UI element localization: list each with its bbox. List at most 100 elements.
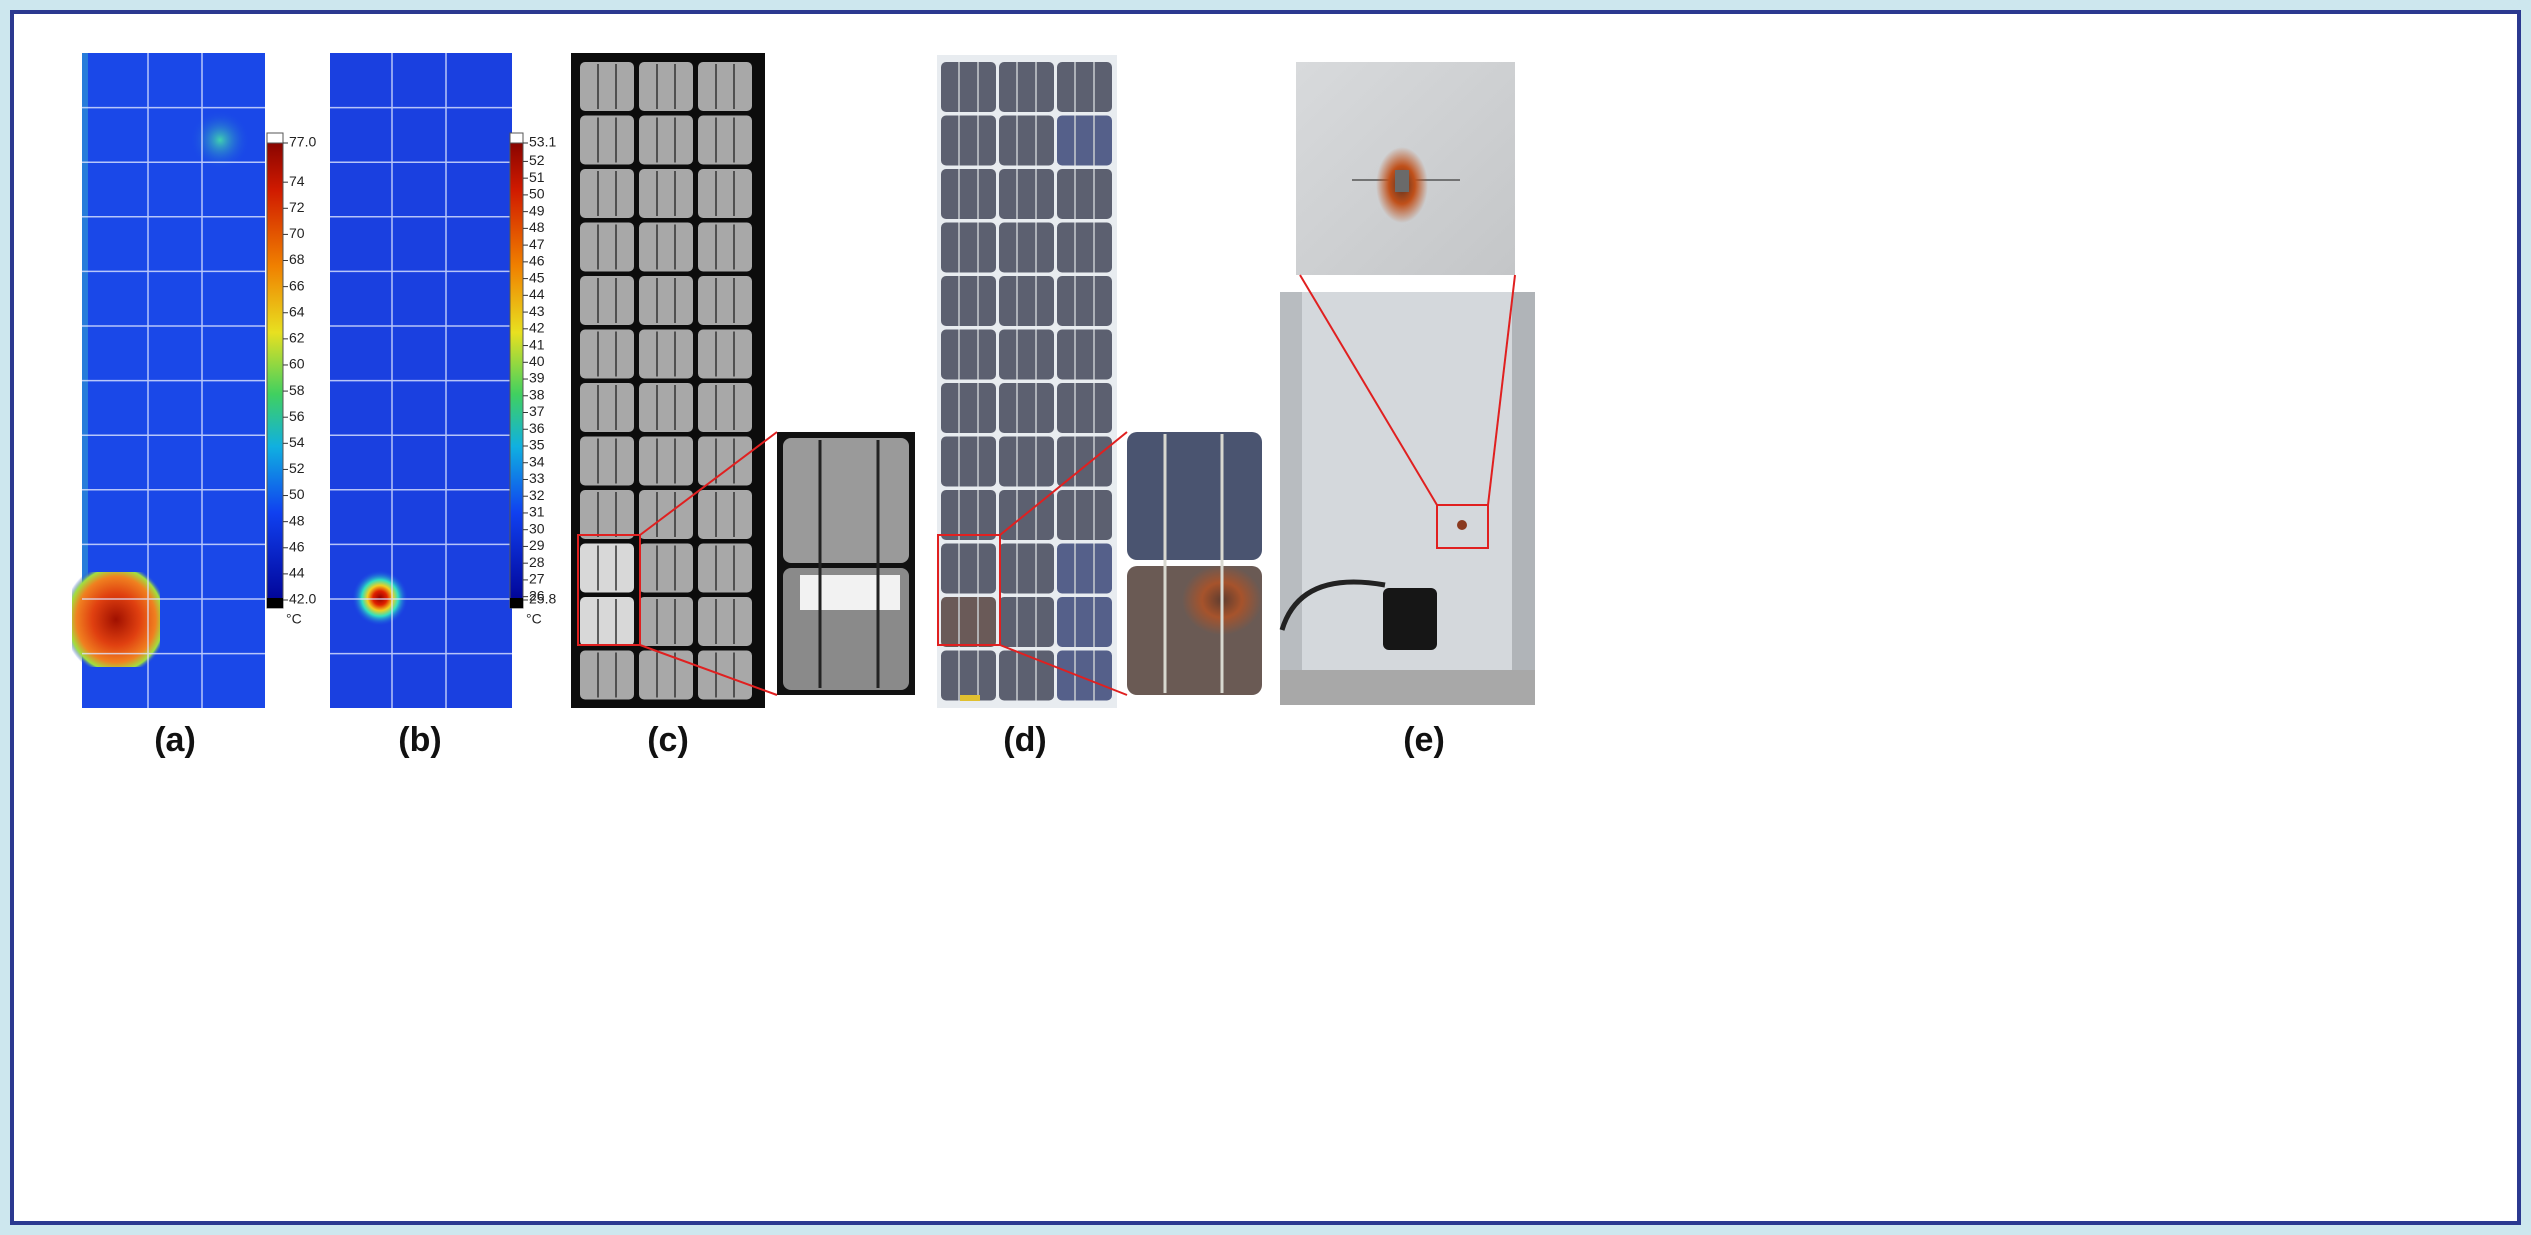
cell	[999, 62, 1054, 112]
colorbar-tick-label: 30	[529, 520, 545, 536]
panel-label: (e)	[1403, 721, 1445, 759]
cell	[698, 115, 752, 165]
cell	[1057, 62, 1112, 112]
cell	[941, 543, 996, 594]
colorbar-tick-label: 49	[529, 202, 545, 218]
thermal-image-a	[72, 53, 265, 708]
colorbar-tick-label: 47	[529, 236, 545, 252]
colorbar	[509, 132, 524, 609]
colorbar-tick-label: 56	[289, 408, 305, 424]
colorbar-tick-label: 38	[529, 386, 545, 402]
cell	[698, 490, 752, 539]
cell	[1057, 169, 1112, 219]
cell	[639, 383, 693, 432]
cell	[999, 597, 1054, 647]
el-image-c	[571, 53, 915, 708]
cell	[1057, 329, 1112, 380]
cell	[999, 115, 1054, 166]
cell	[941, 115, 996, 166]
colorbar-tick-label: 37	[529, 403, 545, 419]
cell	[1057, 436, 1112, 487]
cell	[999, 543, 1054, 594]
colorbar-tick-label: 52	[289, 460, 305, 476]
cell	[999, 436, 1054, 487]
cell	[698, 436, 752, 486]
cell	[580, 543, 634, 593]
colorbar-tick-label: 28	[529, 554, 545, 570]
cell	[1057, 650, 1112, 701]
cell	[580, 490, 634, 539]
colorbar-tick-label: 33	[529, 470, 545, 486]
panel-label: (c)	[647, 721, 689, 759]
cell	[941, 329, 996, 380]
cell	[580, 169, 634, 218]
cell	[1057, 490, 1112, 540]
colorbar-tick-label: 72	[289, 199, 305, 215]
colorbar-tick-label: 32	[529, 487, 545, 503]
photo-d	[937, 55, 1262, 708]
colorbar-unit: °C	[286, 611, 302, 627]
photo-e	[1279, 62, 1535, 705]
colorbar-tick-label: 45	[529, 269, 545, 285]
cell	[639, 115, 693, 165]
cell	[639, 62, 693, 111]
cell	[639, 597, 693, 646]
colorbar-tick-label: 36	[529, 420, 545, 436]
colorbar	[266, 132, 284, 609]
colorbar-tick-label: 64	[289, 303, 305, 319]
panel-label: (a)	[154, 721, 196, 759]
cell	[639, 543, 693, 593]
cell	[698, 62, 752, 111]
cell	[999, 650, 1054, 701]
colorbar-tick-label: 58	[289, 382, 305, 398]
colorbar-tick-label: 31	[529, 504, 545, 520]
cell	[1057, 597, 1112, 647]
cell	[639, 276, 693, 325]
cell	[580, 329, 634, 379]
colorbar-tick-label: 42.0	[289, 591, 316, 607]
colorbar-tick-label: 53.1	[529, 134, 556, 150]
cell	[999, 222, 1054, 273]
cell	[639, 650, 693, 700]
cell	[580, 62, 634, 111]
cell	[698, 222, 752, 272]
cell	[941, 490, 996, 540]
cell	[698, 329, 752, 379]
cell	[580, 276, 634, 325]
cell	[639, 222, 693, 272]
cell	[999, 383, 1054, 433]
cell	[580, 597, 634, 646]
cell	[999, 276, 1054, 326]
cell	[639, 329, 693, 379]
cell	[941, 222, 996, 273]
cell	[941, 169, 996, 219]
colorbar-tick-label: 48	[289, 512, 305, 528]
cell	[1057, 383, 1112, 433]
panel-label: (d)	[1003, 721, 1046, 759]
cell	[941, 436, 996, 487]
colorbar-tick-label: 46	[529, 253, 545, 269]
colorbar-tick-label: 50	[529, 186, 545, 202]
cell	[941, 383, 996, 433]
colorbar-tick-label: 50	[289, 486, 305, 502]
cell	[1057, 222, 1112, 273]
cell	[698, 276, 752, 325]
colorbar-tick-label: 54	[289, 434, 305, 450]
colorbar-tick-label: 60	[289, 356, 305, 372]
cell	[580, 650, 634, 700]
cell	[580, 115, 634, 165]
colorbar-tick-label: 42	[529, 320, 545, 336]
colorbar-tick-label: 41	[529, 336, 545, 352]
colorbar-tick-label: 40	[529, 353, 545, 369]
colorbar-unit: °C	[526, 611, 542, 627]
colorbar-tick-label: 44	[529, 286, 545, 302]
colorbar-tick-label: 43	[529, 303, 545, 319]
colorbar-tick-label: 35	[529, 437, 545, 453]
cell	[999, 169, 1054, 219]
cell	[580, 436, 634, 486]
colorbar-tick-label: 46	[289, 538, 305, 554]
cell	[580, 383, 634, 432]
cell	[698, 597, 752, 646]
colorbar-tick-label: 34	[529, 453, 545, 469]
